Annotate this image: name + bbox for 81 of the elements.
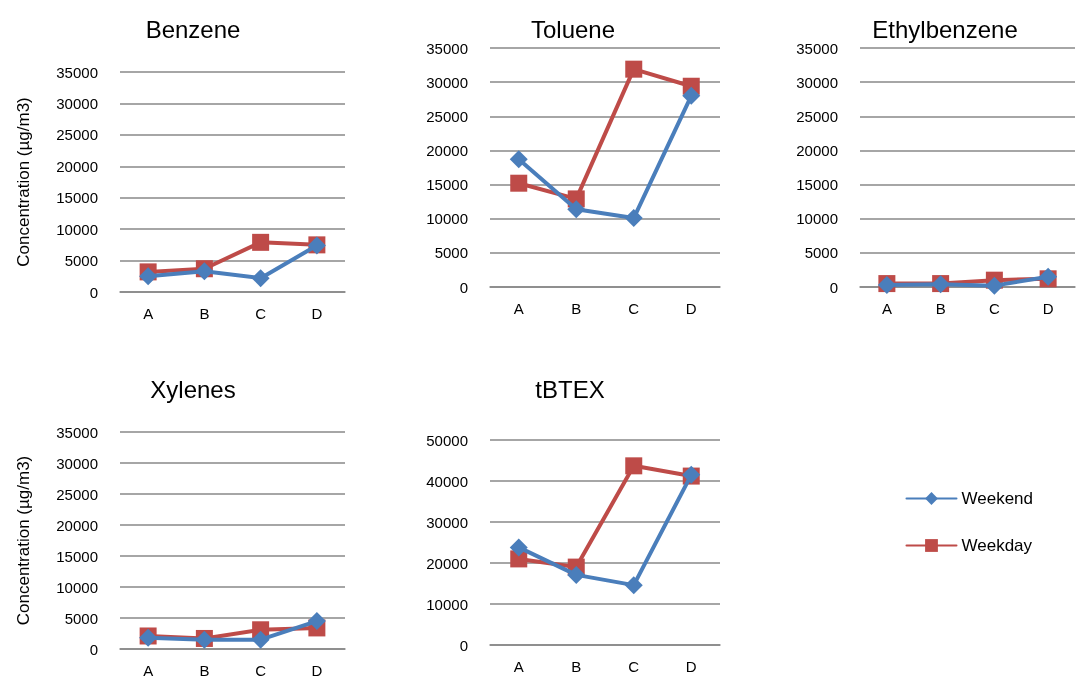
y-tick-label: 5000 bbox=[434, 244, 468, 262]
y-tick-label: 0 bbox=[459, 636, 468, 654]
chart-title: Toluene bbox=[530, 15, 616, 43]
y-tick-label: 20000 bbox=[56, 157, 98, 175]
y-tick-label: 15000 bbox=[56, 189, 98, 207]
chart-title: Ethylbenzene bbox=[872, 15, 1018, 43]
legend-label: Weekend bbox=[961, 489, 1033, 508]
y-tick-label: 5000 bbox=[804, 244, 838, 262]
legend-label: Weekday bbox=[961, 536, 1033, 555]
y-axis-title: Concentration (µg/m3) bbox=[14, 455, 33, 626]
y-tick-label: 5000 bbox=[64, 252, 98, 270]
point bbox=[510, 174, 528, 192]
y-tick-label: 10000 bbox=[796, 210, 838, 228]
point bbox=[567, 200, 586, 219]
y-tick-label: 20000 bbox=[426, 554, 468, 572]
point bbox=[985, 276, 1004, 295]
y-tick-label: 25000 bbox=[796, 107, 838, 125]
point bbox=[509, 538, 528, 557]
x-tick-label: A bbox=[143, 305, 154, 322]
y-tick-label: 15000 bbox=[426, 176, 468, 194]
y-tick-label: 15000 bbox=[796, 176, 838, 194]
x-tick-label: A bbox=[513, 658, 524, 675]
y-tick-label: 10000 bbox=[426, 210, 468, 228]
point bbox=[252, 233, 270, 251]
point bbox=[624, 576, 643, 595]
x-tick-label: A bbox=[143, 662, 154, 679]
x-tick-label: D bbox=[685, 658, 697, 675]
y-tick-label: 30000 bbox=[56, 454, 98, 472]
chart-title: Xylenes bbox=[150, 375, 236, 403]
x-tick-label: B bbox=[935, 300, 946, 317]
y-tick-label: 35000 bbox=[56, 63, 98, 81]
x-tick-label: D bbox=[311, 305, 323, 322]
point bbox=[139, 267, 158, 286]
x-tick-label: A bbox=[881, 300, 892, 317]
chart-title: tBTEX bbox=[535, 375, 605, 403]
y-tick-label: 30000 bbox=[426, 513, 468, 531]
y-tick-label: 0 bbox=[459, 278, 468, 296]
x-tick-label: B bbox=[199, 662, 210, 679]
point bbox=[509, 150, 528, 169]
x-tick-label: C bbox=[255, 662, 267, 679]
x-tick-label: C bbox=[988, 300, 1000, 317]
y-tick-label: 35000 bbox=[426, 39, 468, 57]
y-tick-label: 5000 bbox=[64, 609, 98, 627]
y-tick-label: 20000 bbox=[56, 516, 98, 534]
x-tick-label: D bbox=[311, 662, 323, 679]
y-tick-label: 15000 bbox=[56, 547, 98, 565]
x-tick-label: C bbox=[628, 300, 640, 317]
y-tick-label: 25000 bbox=[426, 107, 468, 125]
chart-title: Benzene bbox=[145, 15, 241, 43]
y-tick-label: 40000 bbox=[426, 472, 468, 490]
y-tick-label: 10000 bbox=[56, 220, 98, 238]
y-tick-label: 35000 bbox=[796, 39, 838, 57]
x-tick-label: B bbox=[199, 305, 210, 322]
x-tick-label: B bbox=[571, 300, 582, 317]
point bbox=[682, 86, 701, 105]
point bbox=[625, 60, 643, 78]
y-tick-label: 0 bbox=[89, 640, 98, 658]
point bbox=[567, 565, 586, 584]
point bbox=[624, 209, 643, 228]
x-tick-label: D bbox=[1042, 300, 1054, 317]
y-tick-label: 25000 bbox=[56, 485, 98, 503]
point bbox=[251, 269, 270, 288]
x-tick-label: C bbox=[628, 658, 640, 675]
y-tick-label: 30000 bbox=[796, 73, 838, 91]
y-tick-label: 20000 bbox=[426, 141, 468, 159]
y-tick-label: 30000 bbox=[426, 73, 468, 91]
y-tick-label: 0 bbox=[829, 278, 838, 296]
y-axis-title: Concentration (µg/m3) bbox=[14, 97, 33, 267]
y-tick-label: 10000 bbox=[56, 578, 98, 596]
y-tick-label: 50000 bbox=[426, 431, 468, 449]
point bbox=[625, 457, 643, 475]
y-tick-label: 0 bbox=[89, 283, 98, 301]
x-tick-label: B bbox=[571, 658, 582, 675]
y-tick-label: 35000 bbox=[56, 423, 98, 441]
y-tick-label: 20000 bbox=[796, 141, 838, 159]
y-tick-label: 10000 bbox=[426, 595, 468, 613]
y-tick-label: 25000 bbox=[56, 126, 98, 144]
x-tick-label: A bbox=[513, 300, 524, 317]
x-tick-label: D bbox=[685, 300, 697, 317]
x-tick-label: C bbox=[255, 305, 267, 322]
y-tick-label: 30000 bbox=[56, 94, 98, 112]
